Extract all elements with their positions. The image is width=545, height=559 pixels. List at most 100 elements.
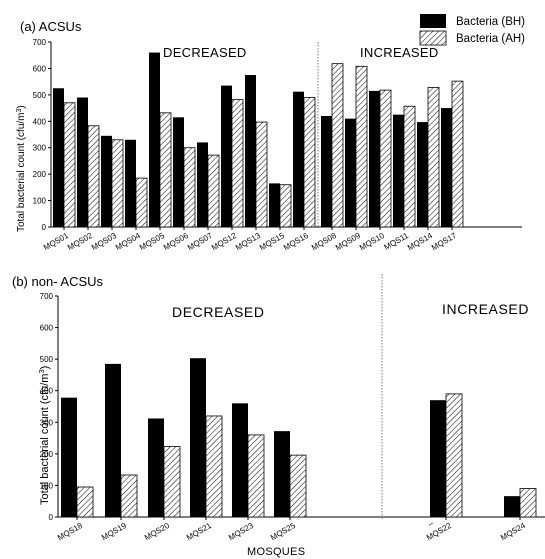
panel-b-category-labels: MQS18 MQS19 MQS20 MQS21 MQS23 MQS25 MQS22 MQS24 (56, 521, 527, 543)
panel-b-x-axis-label: MOSQUES (247, 546, 305, 558)
bar-bh-mqs08 (321, 116, 332, 227)
category-label: MQS01 (42, 231, 70, 253)
bar-bh-mqs03 (101, 135, 112, 227)
bar-bh-mqs18 (61, 397, 77, 517)
panel-a-bars (53, 52, 464, 230)
y-tick-label: 100 (40, 481, 54, 490)
bar-bh-mqs12 (221, 85, 232, 227)
bar-ah-mqs20 (163, 446, 181, 518)
category-label: MQS10 (358, 231, 386, 253)
bar-bh-mqs21 (190, 358, 206, 517)
y-tick-label: 300 (40, 418, 54, 427)
bar-ah-mqs11 (403, 105, 416, 228)
category-label: MQS07 (186, 231, 214, 253)
panel-a-decreased-label: DECREASED (163, 45, 247, 60)
bar-bh-mqs17 (441, 108, 452, 227)
bar-bh-mqs22 (430, 400, 446, 517)
bar-bh-mqs13 (245, 75, 256, 228)
category-label: MQS15 (258, 231, 286, 253)
category-label: MQS05 (138, 231, 166, 253)
category-label: MQS12 (210, 231, 238, 253)
y-tick-label: 300 (33, 144, 47, 153)
legend-label-ah: Bacteria (AH) (456, 33, 525, 45)
panel-b: (b) non- ACSUs Total bacterial count (cf… (12, 274, 545, 558)
bar-bh-mqs10 (369, 90, 380, 228)
y-tick-label: 700 (40, 292, 54, 301)
bar-ah-mqs07 (207, 154, 220, 228)
category-label: MQS02 (66, 231, 94, 253)
y-tick-label: 500 (40, 355, 54, 364)
bar-ah-mqs03 (111, 139, 124, 228)
bar-ah-mqs15 (279, 184, 292, 228)
category-label: MQS18 (56, 521, 84, 543)
bar-bh-mqs20 (148, 418, 164, 517)
bar-ah-mqs23 (247, 434, 265, 518)
panel-a-title: (a) ACSUs (20, 19, 82, 34)
panel-a-category-labels: MQS01MQS02MQS03MQS04MQS05MQS06MQS07MQS12… (42, 231, 458, 253)
panel-a-y-axis-label: Total bacterial count (cfu/m3) (16, 105, 28, 232)
y-tick-label: 600 (40, 324, 54, 333)
bar-ah-mqs22 (445, 393, 463, 518)
bar-bh-mqs14 (417, 122, 428, 227)
category-label: MQS21 (185, 521, 213, 543)
bar-ah-mqs25 (289, 454, 307, 518)
legend: Bacteria (BH) Bacteria (AH) (419, 14, 525, 46)
panel-a-increased-label: INCREASED (360, 45, 439, 60)
category-label: MQS23 (227, 521, 255, 543)
panel-b-y-ticks: 0 100 200 300 400 500 600 700 (40, 292, 58, 522)
legend-label-bh: Bacteria (BH) (456, 16, 525, 28)
bar-ah-mqs17 (451, 80, 464, 228)
category-label: MQS16 (282, 231, 310, 253)
bar-ah-mqs21 (205, 415, 223, 518)
panel-a: (a) ACSUs Total bacterial count (cfu/m3)… (16, 14, 525, 253)
panel-b-title: (b) non- ACSUs (12, 274, 104, 289)
y-tick-label: 200 (40, 450, 54, 459)
y-tick-label: 500 (33, 91, 47, 100)
panel-b-bars (61, 358, 537, 520)
category-label: MQS14 (406, 231, 434, 253)
bar-ah-mqs06 (183, 147, 196, 228)
bar-bh-mqs19 (105, 363, 121, 517)
y-tick-label: 200 (33, 170, 47, 179)
bar-bh-mqs09 (345, 118, 356, 227)
bar-bh-mqs11 (393, 114, 404, 227)
bar-ah-mqs04 (135, 177, 148, 228)
bar-ah-mqs09 (355, 65, 368, 228)
category-label: MQS08 (310, 231, 338, 253)
y-tick-label: 0 (42, 223, 47, 232)
bar-ah-mqs01 (63, 102, 76, 228)
y-tick-label: 100 (33, 197, 47, 206)
category-label: MQS04 (114, 231, 142, 253)
panel-b-y-axis-label: Total bacterial count (cfu/m3) (37, 366, 52, 505)
bar-ah-mqs13 (255, 121, 268, 228)
bar-ah-mqs10 (379, 89, 392, 228)
bar-bh-mqs06 (173, 117, 184, 227)
category-label: MQS11 (383, 231, 411, 252)
bar-ah-mqs08 (331, 63, 344, 228)
category-label: MQS17 (430, 231, 458, 253)
category-label: MQS20 (143, 521, 171, 543)
category-label: MQS03 (90, 231, 118, 253)
bar-bh-mqs05 (149, 52, 160, 228)
panel-a-y-ticks: 0 100 200 300 400 500 600 700 (33, 38, 51, 232)
bar-bh-mqs15 (269, 183, 280, 227)
legend-swatch-bh (420, 14, 446, 28)
bar-bh-mqs01 (53, 88, 64, 227)
panel-b-increased-label: INCREASED (442, 301, 529, 317)
bar-bh-mqs07 (197, 142, 208, 227)
bar-bh-mqs25 (274, 431, 290, 517)
bar-ah-mqs16 (303, 97, 316, 228)
bar-bh-mqs23 (232, 403, 248, 517)
bar-bh-mqs24 (504, 496, 520, 517)
bar-ah-mqs12 (231, 99, 244, 228)
category-label: MQS13 (234, 231, 262, 253)
bar-ah-mqs18 (76, 486, 94, 518)
y-tick-label: 700 (33, 38, 47, 47)
category-label: MQS24 (499, 521, 527, 543)
y-tick-label: 600 (33, 64, 47, 73)
panel-b-stray-dash: – (427, 518, 436, 528)
category-label: MQS25 (269, 521, 297, 543)
bar-ah-mqs02 (87, 125, 100, 228)
panel-b-decreased-label: DECREASED (172, 304, 265, 320)
